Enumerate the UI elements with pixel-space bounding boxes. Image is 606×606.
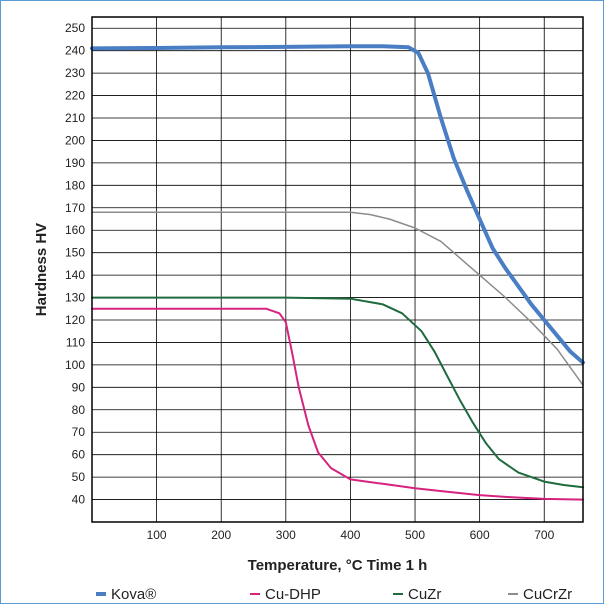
plot-border xyxy=(91,16,584,523)
y-tick-label: 220 xyxy=(65,89,85,103)
series-line-cuzr xyxy=(91,296,584,489)
legend-item: Cu-DHP xyxy=(250,584,321,604)
y-tick-label: 190 xyxy=(65,156,85,170)
legend-swatch xyxy=(393,593,403,595)
grid xyxy=(92,17,583,522)
y-tick-label: 90 xyxy=(72,380,86,394)
y-tick-label: 250 xyxy=(65,21,85,35)
x-tick-label: 600 xyxy=(470,528,490,542)
y-tick-label: 40 xyxy=(72,493,86,507)
y-tick-label: 110 xyxy=(66,335,85,349)
x-tick-label: 200 xyxy=(211,528,231,542)
y-tick-label: 130 xyxy=(65,291,85,305)
legend-label: CuCrZr xyxy=(523,585,573,603)
y-tick-label: 170 xyxy=(65,201,85,215)
legend-label: Cu-DHP xyxy=(265,585,321,603)
series-line-cu-dhp xyxy=(91,307,584,501)
legend-swatch xyxy=(508,593,518,595)
legend-item: Kova® xyxy=(96,584,156,604)
x-tick-label: 500 xyxy=(405,528,425,542)
series-line-kova xyxy=(90,44,585,365)
plot-area xyxy=(92,17,583,522)
series-line-cucrzr xyxy=(91,211,584,386)
legend-label: Kova® xyxy=(111,585,157,603)
y-tick-label: 100 xyxy=(65,358,85,372)
y-tick-label: 150 xyxy=(65,246,85,260)
legend-item: CuCrZr xyxy=(508,584,572,604)
y-tick-label: 160 xyxy=(65,223,85,237)
x-tick-labels: 100 200 300 400 500 600 700 xyxy=(147,528,555,542)
y-tick-label: 60 xyxy=(72,448,86,462)
y-tick-label: 140 xyxy=(65,268,85,282)
series-layer xyxy=(90,44,585,501)
legend-swatch xyxy=(96,592,106,596)
y-axis-title: Hardness HV xyxy=(33,223,50,316)
legend-label: CuZr xyxy=(408,585,442,603)
x-tick-label: 300 xyxy=(276,528,296,542)
y-tick-label: 180 xyxy=(65,178,85,192)
y-tick-label: 240 xyxy=(65,44,85,58)
x-tick-label: 100 xyxy=(147,528,167,542)
y-tick-label: 80 xyxy=(72,403,86,417)
x-axis-title: Temperature, °C Time 1 h xyxy=(248,557,428,574)
legend-swatch xyxy=(250,593,260,595)
y-tick-labels: 40 50 60 70 80 90 100 110 120 130 140 150 160 170 180 1… xyxy=(65,21,85,506)
y-tick-label: 120 xyxy=(65,313,85,327)
hardness-chart: 100 200 300 400 500 600 700 40 50 60 70 80 90 100 110… xyxy=(33,16,585,574)
y-tick-label: 230 xyxy=(65,66,85,80)
x-tick-label: 400 xyxy=(340,528,360,542)
legend-item: CuZr xyxy=(393,584,441,604)
y-tick-label: 200 xyxy=(65,133,85,147)
legend: Kova® Cu-DHP CuZr CuCrZr xyxy=(0,584,606,604)
y-tick-label: 210 xyxy=(65,111,85,125)
y-tick-label: 50 xyxy=(72,470,86,484)
x-tick-label: 700 xyxy=(534,528,554,542)
y-tick-label: 70 xyxy=(72,425,86,439)
